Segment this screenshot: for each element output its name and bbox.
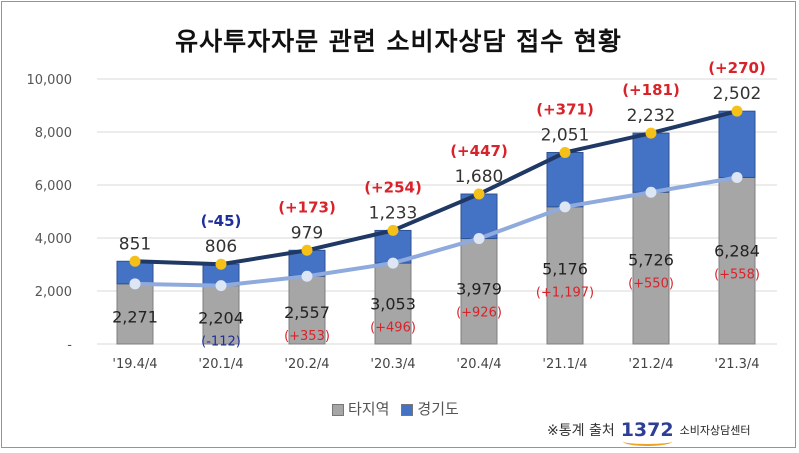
- data-label-other-region: 6,284: [714, 241, 760, 260]
- legend-item-gyeonggi: 경기도: [401, 398, 459, 419]
- legend-label: 경기도: [417, 400, 459, 418]
- change-label-gyeonggi: (+270): [708, 59, 766, 77]
- data-label-gyeonggi: 851: [119, 234, 151, 254]
- change-label-gyeonggi: (+447): [450, 142, 508, 160]
- marker-other-region: [129, 278, 141, 290]
- change-label-other-region: (+1,197): [536, 286, 594, 301]
- marker-total: [559, 146, 571, 158]
- change-label-gyeonggi: (+371): [536, 100, 594, 118]
- data-label-gyeonggi: 2,051: [541, 125, 590, 145]
- data-label-other-region: 5,726: [628, 251, 674, 270]
- marker-other-region: [559, 201, 571, 213]
- change-label-other-region: (+926): [456, 305, 502, 320]
- bar-gyeonggi: [546, 151, 584, 208]
- change-label-gyeonggi: (+173): [278, 198, 336, 216]
- x-tick-label: '20.3/4: [370, 357, 415, 372]
- chart-title: 유사투자자문 관련 소비자상담 접수 현황: [175, 27, 622, 56]
- x-tick-label: '21.1/4: [542, 357, 587, 372]
- change-label-other-region: (+496): [370, 321, 416, 336]
- y-tick-label: 6,000: [35, 179, 72, 194]
- y-tick-label: 8,000: [35, 126, 72, 141]
- marker-other-region: [645, 186, 657, 198]
- bar-other-region: [288, 275, 326, 345]
- source-note: ※통계 출처 1372 소비자상담센터: [547, 419, 751, 446]
- change-label-other-region: (+353): [284, 329, 330, 344]
- marker-other-region: [215, 280, 227, 292]
- data-label-gyeonggi: 1,233: [369, 203, 418, 223]
- change-label-other-region: (+558): [714, 267, 760, 282]
- data-label-gyeonggi: 1,680: [455, 167, 504, 187]
- bar-gyeonggi: [718, 110, 756, 178]
- data-label-other-region: 2,557: [284, 303, 330, 322]
- x-tick-label: '21.3/4: [714, 357, 759, 372]
- x-tick-label: '19.4/4: [112, 357, 157, 372]
- legend-swatch-blue: [401, 403, 414, 416]
- marker-other-region: [301, 270, 313, 282]
- line-other-region: [134, 175, 738, 288]
- data-label-other-region: 2,271: [112, 308, 158, 327]
- marker-total: [215, 258, 227, 270]
- change-label-gyeonggi: (+181): [622, 81, 680, 99]
- marker-other-region: [731, 171, 743, 183]
- marker-other-region: [473, 233, 485, 245]
- data-label-gyeonggi: 806: [205, 237, 237, 257]
- data-label-other-region: 2,204: [198, 309, 244, 328]
- legend-label: 타지역: [348, 400, 390, 418]
- y-tick-label: -: [67, 338, 72, 353]
- data-label-other-region: 5,176: [542, 260, 588, 279]
- change-label-gyeonggi: (+254): [364, 178, 422, 196]
- marker-total: [129, 255, 141, 267]
- data-label-gyeonggi: 979: [291, 223, 323, 243]
- source-label: ※통계 출처: [547, 423, 615, 439]
- bar-gyeonggi: [460, 193, 498, 240]
- bar-other-region: [374, 262, 412, 345]
- x-tick-label: '21.2/4: [628, 357, 673, 372]
- bar-other-region: [632, 191, 670, 345]
- x-tick-label: '20.1/4: [198, 357, 243, 372]
- y-tick-label: 2,000: [35, 285, 72, 300]
- bar-other-region: [718, 176, 756, 345]
- data-label-other-region: 3,053: [370, 295, 416, 314]
- x-tick-label: '20.2/4: [284, 357, 329, 372]
- data-label-other-region: 3,979: [456, 279, 502, 298]
- change-label-other-region: (-112): [201, 335, 241, 350]
- x-tick-label: '20.4/4: [456, 357, 501, 372]
- logo-1372: 1372: [620, 419, 674, 446]
- marker-total: [387, 224, 399, 236]
- marker-total: [473, 188, 485, 200]
- marker-total: [301, 244, 313, 256]
- change-label-other-region: (+550): [628, 277, 674, 292]
- logo-text: 소비자상담센터: [679, 424, 751, 437]
- y-tick-label: 10,000: [27, 73, 73, 88]
- change-label-gyeonggi: (-45): [201, 212, 242, 230]
- data-label-gyeonggi: 2,502: [713, 84, 762, 104]
- data-label-gyeonggi: 2,232: [627, 106, 676, 126]
- marker-total: [645, 127, 657, 139]
- line-total: [134, 109, 738, 267]
- bar-gyeonggi: [632, 132, 670, 193]
- marker-total: [731, 105, 743, 117]
- bar-other-region: [546, 206, 584, 345]
- y-tick-label: 4,000: [35, 232, 72, 247]
- marker-other-region: [387, 257, 399, 269]
- legend: 타지역 경기도: [332, 398, 459, 419]
- legend-swatch-gray: [332, 403, 344, 416]
- legend-item-other-region: 타지역: [332, 398, 389, 419]
